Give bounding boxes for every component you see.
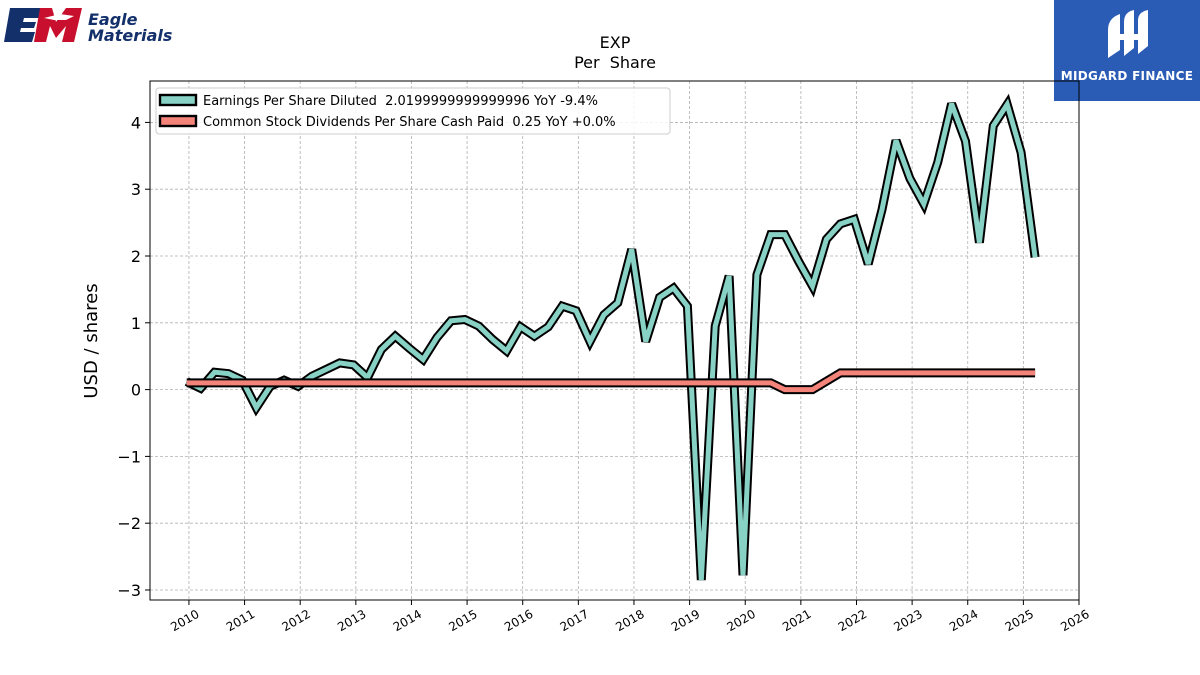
x-tick-label: 2013 [335, 607, 368, 634]
x-tick-label: 2025 [1003, 607, 1036, 634]
plot-frame [149, 80, 1080, 601]
chart-subtitle: Per Share [574, 53, 656, 72]
legend-swatch [158, 93, 198, 107]
midgard-finance-text: MIDGARD FINANCE [1060, 69, 1194, 83]
y-tick-label: −2 [117, 514, 141, 533]
y-tick-label: 0 [131, 381, 141, 400]
eagle-materials-logo: Eagle Materials [4, 4, 179, 46]
legend: Earnings Per Share Diluted 2.01999999999… [155, 87, 671, 135]
midgard-finance-logo: MIDGARD FINANCE [1054, 0, 1200, 101]
series-0 [184, 93, 1040, 581]
eagle-emblem-icon [4, 8, 82, 42]
y-tick-label: 2 [131, 247, 141, 266]
y-axis-label: USD / shares [81, 283, 102, 398]
x-tick-label: 2020 [725, 607, 758, 634]
series-lines [184, 93, 1040, 581]
chart-title: EXP [600, 33, 631, 52]
y-tick-label: −3 [117, 581, 141, 600]
x-tick-label: 2012 [279, 607, 312, 634]
y-tick-label: 1 [131, 314, 141, 333]
x-tick-label: 2017 [558, 607, 591, 634]
x-tick-label: 2026 [1058, 607, 1091, 634]
series-1 [186, 368, 1036, 395]
x-tick-label: 2015 [446, 607, 479, 634]
x-tick-label: 2014 [391, 607, 424, 634]
x-tick-label: 2019 [669, 607, 702, 634]
series-line [185, 98, 1038, 581]
x-tick-label: 2011 [224, 607, 257, 634]
legend-label: Common Stock Dividends Per Share Cash Pa… [203, 115, 616, 130]
legend-swatch [158, 114, 198, 128]
legend-label: Earnings Per Share Diluted 2.01999999999… [203, 94, 598, 109]
x-tick-label: 2016 [502, 607, 535, 634]
series-line [186, 370, 1036, 393]
legend-box [155, 87, 671, 135]
x-tick-label: 2018 [613, 607, 646, 634]
x-tick-label: 2021 [780, 607, 813, 634]
y-tick-label: −1 [117, 447, 141, 466]
x-tick-label: 2022 [836, 607, 869, 634]
x-tick-label: 2024 [947, 607, 980, 634]
x-tick-label: 2023 [891, 607, 924, 634]
y-tick-label: 4 [131, 113, 141, 132]
y-tick-label: 3 [131, 180, 141, 199]
x-tick-label: 2010 [168, 607, 201, 634]
midgard-emblem-icon [1108, 10, 1148, 58]
eagle-materials-wordmark: Eagle Materials [88, 10, 173, 45]
